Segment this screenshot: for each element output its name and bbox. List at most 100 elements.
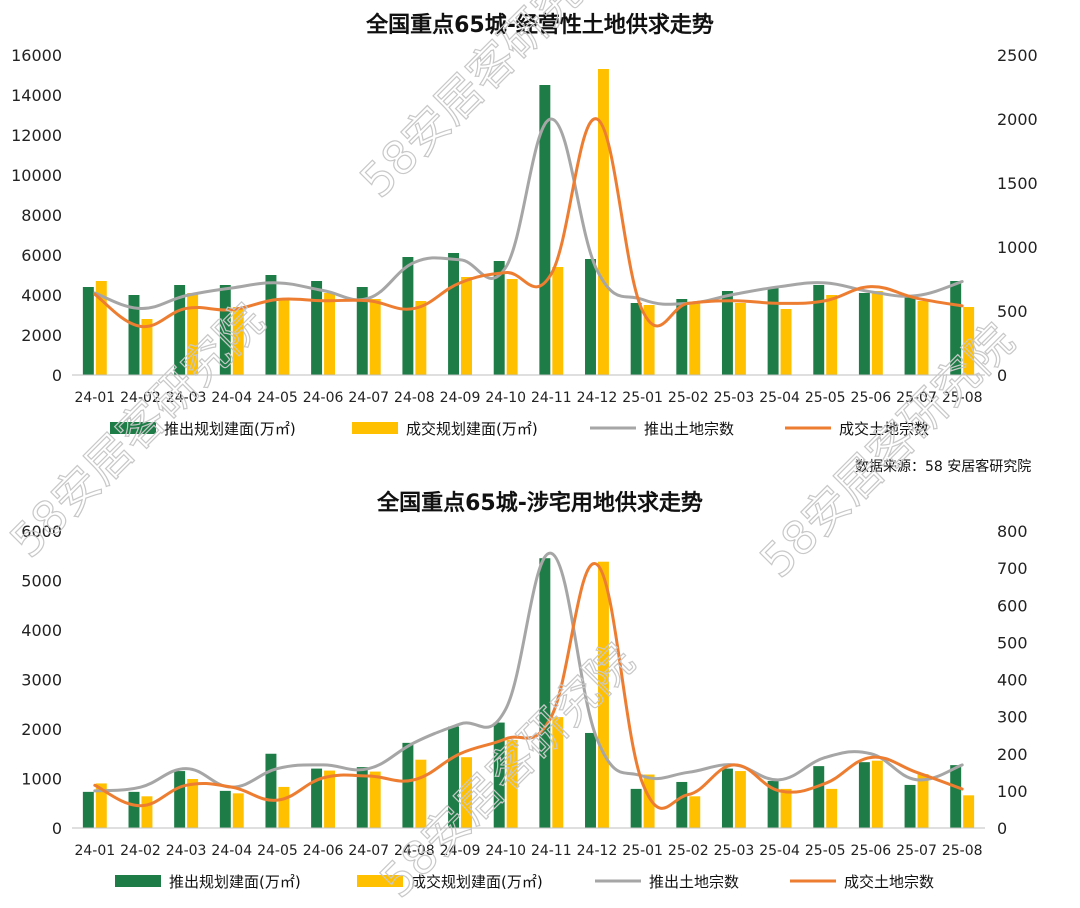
bar-supply [858, 293, 870, 375]
y-tick-label: 2000 [21, 720, 62, 739]
chart-title: 全国重点65城-经营性土地供求走势 [365, 12, 714, 38]
bar-supply [82, 791, 94, 828]
bar-deal [141, 319, 153, 375]
x-tick-label: 25-04 [759, 843, 800, 859]
x-tick-label: 24-11 [531, 843, 572, 859]
bar-supply [219, 285, 231, 375]
bar-supply [311, 768, 323, 828]
bar-supply [82, 287, 94, 375]
x-tick-label: 24-05 [257, 843, 298, 859]
bar-deal [95, 783, 107, 828]
x-tick-label: 24-12 [577, 843, 618, 859]
bar-deal [187, 778, 199, 828]
bar-deal [597, 561, 609, 828]
x-tick-label: 24-05 [257, 390, 298, 406]
chart-commercial-svg: 全国重点65城-经营性土地供求走势02000400060008000100001… [11, 12, 1038, 438]
x-tick-label: 25-06 [851, 843, 892, 859]
bar-deal [232, 793, 244, 828]
bar-deal [415, 759, 427, 828]
line-supply-count [93, 551, 964, 793]
bar-supply [950, 281, 962, 375]
y-tick-label: 8000 [21, 206, 62, 225]
x-tick-label: 24-03 [166, 843, 207, 859]
bar-deal [826, 788, 838, 828]
bar-deal [917, 774, 929, 828]
y2-tick-label: 500 [997, 633, 1028, 652]
bar-deal [278, 786, 290, 828]
y-tick-label: 14000 [11, 86, 62, 105]
y-tick-label: 4000 [21, 286, 62, 305]
x-tick-label: 25-06 [851, 390, 892, 406]
x-tick-label: 24-10 [485, 843, 526, 859]
x-tick-label: 24-08 [394, 843, 435, 859]
bar-deal [734, 771, 746, 828]
bar-supply [767, 287, 779, 375]
bar-deal [643, 305, 655, 375]
bar-supply [356, 287, 368, 375]
bar-supply [813, 766, 825, 828]
x-tick-label: 25-08 [942, 843, 983, 859]
y-tick-label: 6000 [21, 522, 62, 541]
legend-label: 成交土地宗数 [844, 873, 934, 891]
bar-supply [539, 85, 551, 375]
bar-deal [871, 291, 883, 375]
bar-deal [963, 307, 975, 375]
bar-supply [265, 753, 277, 828]
x-tick-label: 25-03 [714, 390, 755, 406]
y2-tick-label: 600 [997, 596, 1028, 615]
legend-label: 成交规划建面(万㎡) [411, 873, 543, 891]
x-tick-label: 24-11 [531, 390, 572, 406]
bar-supply [402, 742, 414, 828]
bar-supply [493, 261, 505, 375]
bar-supply [676, 299, 688, 375]
bar-deal [141, 796, 153, 828]
bar-supply [767, 780, 779, 828]
x-tick-label: 24-02 [120, 390, 161, 406]
bar-deal [324, 770, 336, 828]
source-note: 数据来源：58 安居客研究院 [855, 459, 1032, 475]
x-tick-label: 25-05 [805, 843, 846, 859]
land-chart-commercial: 全国重点65城-经营性土地供求走势 0 2000 4000 6000 8000 10000 1… [11, 12, 1038, 438]
bar-supply [128, 791, 140, 828]
x-tick-label: 24-04 [211, 843, 252, 859]
y-tick-label: 3000 [21, 671, 62, 690]
x-tick-label: 25-01 [622, 843, 663, 859]
bar-supply [356, 767, 368, 828]
bar-supply [128, 295, 140, 375]
y2-tick-label: 1000 [997, 238, 1038, 257]
bar-deal [780, 788, 792, 828]
x-tick-label: 24-12 [577, 390, 618, 406]
y-tick-label: 6000 [21, 246, 62, 265]
bar-deal [369, 299, 381, 375]
y-tick-label: 16000 [11, 46, 62, 65]
bar-deal [506, 279, 518, 375]
legend-swatch [357, 875, 403, 887]
bar-supply [448, 726, 460, 828]
x-tick-label: 25-07 [896, 390, 937, 406]
land-chart-residential: 全国重点65城-涉宅用地供求走势 0 1000 2000 3000 4000 5000 600… [0, 478, 1080, 904]
x-tick-label: 24-01 [74, 843, 115, 859]
y2-tick-label: 800 [997, 522, 1028, 541]
bar-supply [448, 253, 460, 375]
line-deal-count [93, 117, 964, 329]
bar-deal [689, 796, 701, 828]
x-tick-label: 24-01 [74, 390, 115, 406]
y2-tick-label: 200 [997, 745, 1028, 764]
x-tick-label: 25-01 [622, 390, 663, 406]
chart-title: 全国重点65城-涉宅用地供求走势 [376, 490, 703, 516]
bar-deal [506, 739, 518, 828]
x-tick-label: 25-03 [714, 843, 755, 859]
legend-label: 推出规划建面(万㎡) [169, 873, 301, 891]
y2-tick-label: 700 [997, 559, 1028, 578]
x-tick-label: 25-05 [805, 390, 846, 406]
y-tick-label: 12000 [11, 126, 62, 145]
bar-deal [232, 307, 244, 375]
x-tick-label: 25-02 [668, 390, 709, 406]
legend-label: 推出土地宗数 [649, 873, 739, 891]
bar-supply [858, 762, 870, 828]
bar-deal [734, 303, 746, 375]
y2-tick-label: 0 [997, 819, 1007, 838]
chart-residential-svg: 全国重点65城-涉宅用地供求走势010002000300040005000600… [21, 490, 1028, 891]
bar-supply [402, 257, 414, 375]
bar-deal [187, 293, 199, 375]
